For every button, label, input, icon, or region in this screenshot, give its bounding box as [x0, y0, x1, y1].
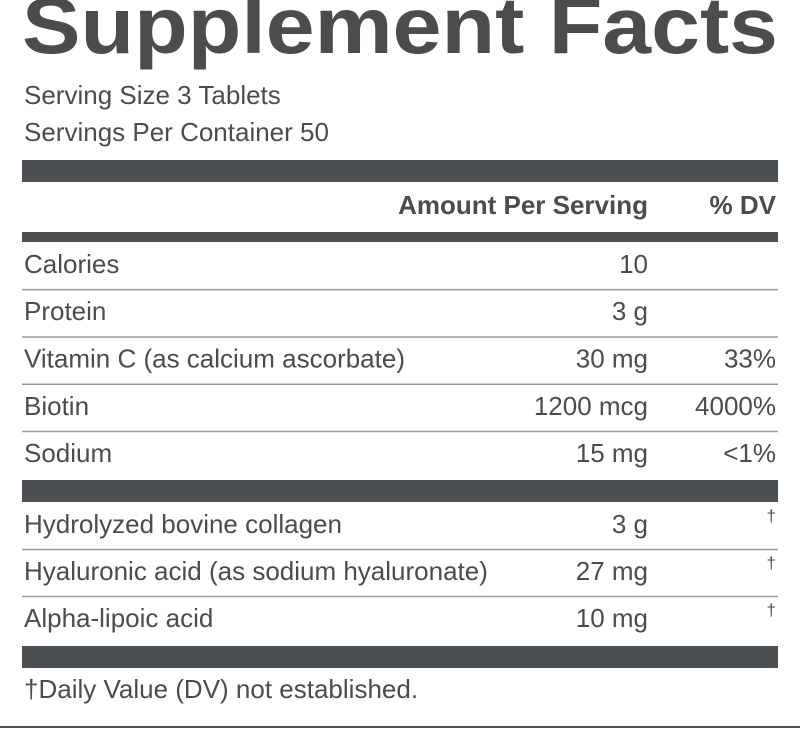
servings-per-container: Servings Per Container 50	[24, 117, 329, 147]
row-name: Calories	[24, 249, 119, 279]
ingredient-rows: Hydrolyzed bovine collagen 3 g †Hyaluronic…	[22, 506, 778, 633]
row-amount: 10 mg	[576, 603, 648, 633]
divider-bar	[22, 646, 778, 668]
divider-bar	[22, 160, 778, 182]
row-amount: 1200 mcg	[534, 391, 648, 421]
row-name: Hydrolyzed bovine collagen	[24, 509, 342, 539]
divider-bar	[22, 232, 778, 242]
row-dv: 33%	[724, 343, 776, 373]
title: Supplement Facts	[22, 0, 778, 70]
row-dv: †	[767, 553, 776, 572]
row-dv: <1%	[723, 438, 776, 468]
row: Vitamin C (as calcium ascorbate) 30 mg 33%	[24, 343, 776, 373]
row: Hyaluronic acid (as sodium hyaluronate) 2…	[24, 553, 776, 585]
row-name: Biotin	[24, 391, 89, 421]
row-dv: 4000%	[695, 391, 776, 421]
row-name: Sodium	[24, 438, 112, 468]
row-name: Protein	[24, 296, 106, 326]
row-name: Hyaluronic acid (as sodium hyaluronate)	[24, 556, 488, 586]
row-amount: 30 mg	[576, 343, 648, 373]
row-dv: †	[767, 600, 776, 619]
row: Biotin 1200 mcg 4000%	[24, 391, 776, 421]
row: Hydrolyzed bovine collagen 3 g †	[24, 506, 776, 538]
serving-size: Serving Size 3 Tablets	[24, 80, 281, 110]
footnote: †Daily Value (DV) not established.	[24, 674, 418, 704]
row: Sodium 15 mg <1%	[24, 438, 776, 468]
row-amount: 10	[619, 249, 648, 279]
row-amount: 3 g	[612, 509, 648, 539]
row-name: Vitamin C (as calcium ascorbate)	[24, 343, 405, 373]
row: Protein 3 g	[24, 296, 648, 326]
row: Alpha-lipoic acid 10 mg †	[24, 600, 776, 632]
dv-header: % DV	[710, 190, 777, 220]
row-amount: 15 mg	[576, 438, 648, 468]
nutrient-rows: Calories 10 Protein 3 g Vitamin C (as calciu…	[22, 249, 778, 468]
row-dv: †	[767, 506, 776, 525]
row-name: Alpha-lipoic acid	[24, 603, 213, 633]
row-amount: 27 mg	[576, 556, 648, 586]
amount-header: Amount Per Serving	[398, 190, 648, 220]
row: Calories 10	[24, 249, 648, 279]
row-amount: 3 g	[612, 296, 648, 326]
divider-bar	[22, 480, 778, 502]
